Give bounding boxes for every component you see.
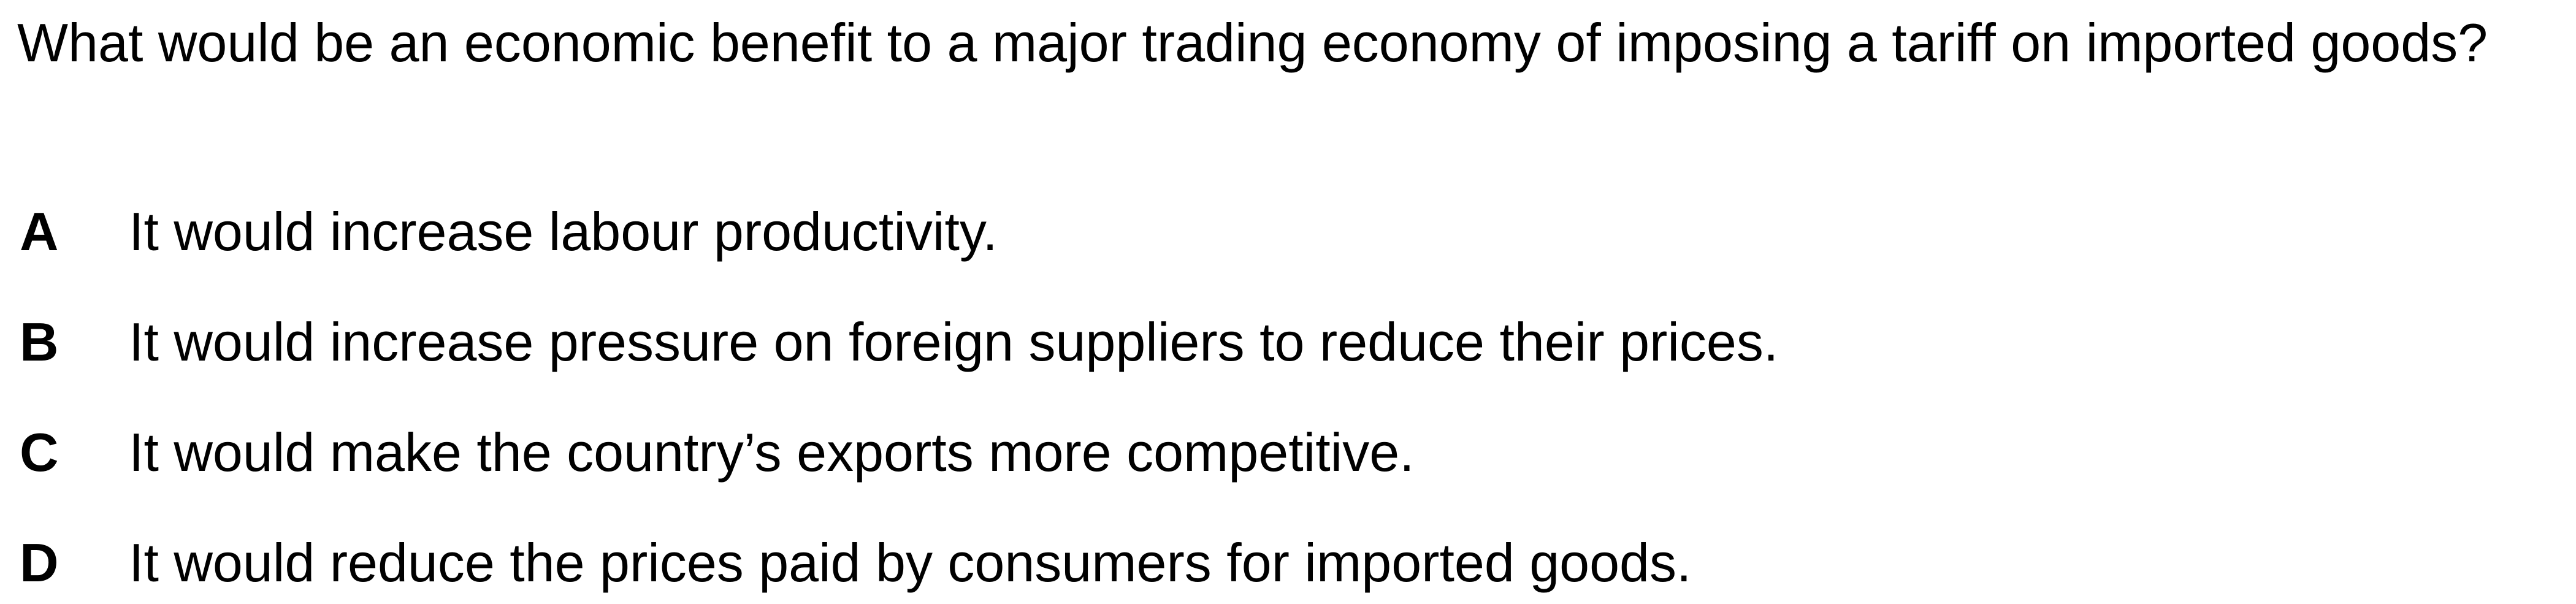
answer-option-c: C It would make the country’s exports mo… bbox=[0, 416, 2576, 489]
answer-option-b: B It would increase pressure on foreign … bbox=[0, 305, 2576, 379]
question-text: What would be an economic benefit to a m… bbox=[17, 12, 2488, 73]
option-text: It would increase labour productivity. bbox=[129, 201, 998, 262]
answer-option-a: A It would increase labour productivity. bbox=[0, 195, 2576, 269]
option-text: It would make the country’s exports more… bbox=[129, 422, 1415, 483]
option-letter: A bbox=[20, 201, 59, 262]
option-text: It would increase pressure on foreign su… bbox=[129, 312, 1779, 372]
option-letter: B bbox=[20, 312, 59, 372]
answer-option-d: D It would reduce the prices paid by con… bbox=[0, 526, 2576, 600]
option-text: It would reduce the prices paid by consu… bbox=[129, 532, 1692, 593]
option-letter: C bbox=[20, 422, 59, 483]
option-letter: D bbox=[20, 532, 59, 593]
